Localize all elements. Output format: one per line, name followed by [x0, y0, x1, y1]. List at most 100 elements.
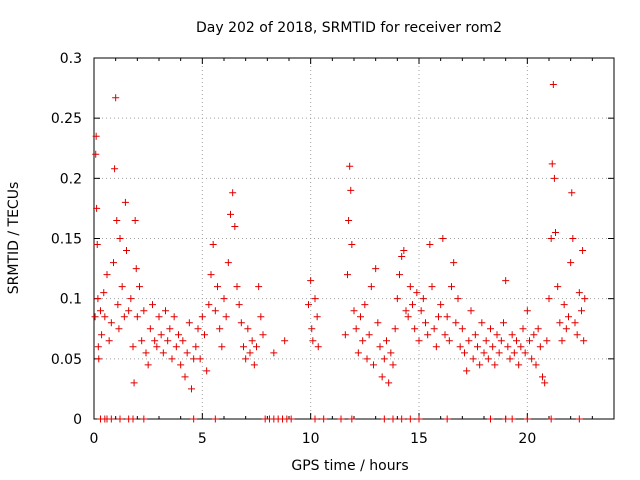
data-point	[118, 283, 126, 291]
data-point	[281, 337, 289, 345]
y-tick-label: 0.15	[51, 232, 82, 248]
data-point	[578, 307, 585, 315]
data-point	[307, 277, 315, 285]
data-point	[565, 313, 572, 321]
x-tick-label: 15	[410, 431, 428, 447]
data-point	[133, 313, 141, 321]
data-point	[515, 361, 523, 369]
data-point	[484, 355, 492, 363]
data-point	[314, 343, 322, 351]
data-point	[406, 283, 414, 291]
data-point	[183, 349, 191, 357]
data-point	[97, 307, 104, 315]
data-point	[448, 283, 455, 291]
data-point	[348, 241, 356, 249]
data-point	[240, 343, 247, 351]
data-point	[216, 325, 224, 333]
data-point	[552, 228, 559, 236]
data-point	[352, 325, 360, 333]
data-point	[92, 132, 100, 140]
y-axis-label: SRMTID / TECUs	[6, 182, 22, 295]
data-point	[467, 307, 475, 315]
data-point	[497, 337, 505, 345]
data-point	[430, 325, 438, 333]
data-point	[98, 331, 106, 339]
data-point	[435, 313, 442, 321]
data-point	[482, 337, 490, 345]
data-point	[404, 313, 412, 321]
data-point	[560, 301, 568, 309]
data-point	[363, 355, 371, 363]
data-point	[534, 325, 542, 333]
data-point	[205, 301, 213, 309]
y-tick-label: 0	[73, 412, 82, 428]
data-point	[550, 174, 558, 182]
data-point	[575, 415, 583, 423]
data-point	[556, 319, 564, 327]
data-point	[383, 337, 390, 345]
data-point	[526, 337, 533, 345]
data-point	[175, 331, 182, 339]
data-point	[480, 349, 488, 357]
data-point	[248, 337, 256, 345]
data-point	[131, 216, 139, 224]
data-point	[209, 241, 217, 249]
data-point	[422, 319, 429, 327]
data-point	[463, 367, 471, 375]
data-point	[218, 343, 226, 351]
data-point	[350, 307, 358, 315]
data-point	[129, 343, 137, 351]
data-point	[372, 265, 380, 273]
data-point	[406, 415, 414, 423]
data-point	[458, 325, 466, 333]
data-point	[493, 331, 501, 339]
data-point	[196, 355, 204, 363]
data-point	[415, 415, 423, 423]
data-point	[92, 150, 100, 158]
data-point	[250, 361, 258, 369]
data-point	[579, 247, 587, 255]
data-point	[419, 295, 427, 303]
data-point	[445, 337, 453, 345]
data-point	[207, 271, 215, 279]
data-point	[575, 289, 583, 297]
data-point	[181, 373, 189, 381]
data-point	[112, 94, 120, 102]
data-point	[549, 80, 557, 88]
data-point	[144, 361, 152, 369]
data-point	[417, 307, 425, 315]
data-point	[517, 343, 525, 351]
data-point	[259, 331, 267, 339]
data-point	[149, 301, 156, 309]
y-tick-labels: 0 0.05 0.1 0.15 0.2 0.25 0.3	[51, 51, 82, 428]
data-point	[398, 415, 406, 423]
data-point	[400, 247, 408, 255]
data-point	[567, 259, 575, 267]
y-tick-label: 0.3	[60, 51, 82, 67]
data-point	[177, 361, 185, 369]
data-point	[548, 160, 556, 168]
data-point	[554, 283, 562, 291]
data-point	[94, 343, 102, 351]
data-point	[376, 343, 384, 351]
data-point	[111, 165, 119, 173]
data-point	[138, 337, 146, 345]
data-point	[151, 337, 159, 345]
data-point	[495, 349, 503, 357]
data-point	[201, 331, 208, 339]
data-point	[270, 349, 278, 357]
data-point	[140, 307, 148, 315]
y-tick-label: 0.25	[51, 111, 82, 127]
data-point	[237, 319, 245, 327]
data-point	[214, 283, 221, 291]
data-point	[309, 337, 317, 345]
data-point	[188, 385, 195, 393]
x-tick-label: 5	[198, 431, 207, 447]
data-point	[393, 295, 401, 303]
data-point	[313, 313, 321, 321]
data-point	[378, 373, 386, 381]
data-point	[441, 331, 449, 339]
data-point	[253, 343, 260, 351]
y-tick-label: 0.2	[60, 171, 82, 187]
data-point	[347, 186, 355, 194]
